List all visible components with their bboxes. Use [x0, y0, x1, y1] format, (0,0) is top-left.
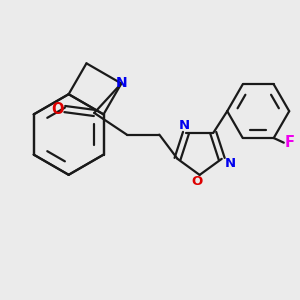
Text: O: O [191, 176, 202, 188]
Text: N: N [225, 157, 236, 170]
Text: N: N [116, 76, 127, 91]
Text: F: F [284, 135, 294, 150]
Text: N: N [179, 118, 190, 132]
Text: O: O [52, 102, 64, 117]
